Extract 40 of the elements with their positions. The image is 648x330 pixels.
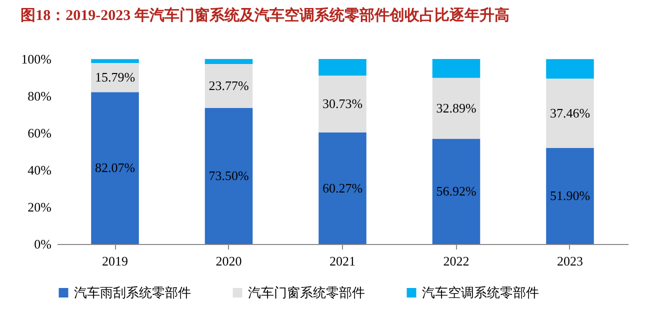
bar [546,148,594,244]
y-tick-label: 0% [34,236,52,252]
bar [546,78,594,148]
chart-title: 图18：2019-2023 年汽车门窗系统及汽车空调系统零部件创收占比逐年升高 [20,6,510,24]
data-label: 60.27% [322,180,363,196]
bar [204,108,253,244]
data-label: 56.92% [436,183,476,198]
bar [318,76,366,132]
bar [432,78,480,139]
y-tick-label: 100% [21,52,52,66]
bar [432,58,480,78]
data-label: 51.90% [550,188,590,203]
data-label: 23.77% [208,78,249,94]
bar [91,92,139,244]
x-tick-label: 2021 [330,254,356,268]
data-label: 15.79% [94,70,136,85]
bar [91,59,139,63]
data-label: 82.07% [94,160,136,176]
data-label: 30.73% [322,96,363,112]
legend-label: 汽车空调系统零部件 [422,284,539,300]
bar [432,138,480,244]
legend-label: 汽车门窗系统零部件 [248,284,365,300]
x-tick-label: 2019 [102,254,128,268]
data-label: 32.89% [436,100,476,116]
y-tick-label: 40% [28,162,52,178]
data-label: 37.46% [550,105,590,120]
legend-label: 汽车雨刮系统零部件 [74,284,191,300]
y-tick-label: 20% [28,200,52,214]
bar [204,64,253,108]
bar [546,59,594,79]
data-label: 73.50% [208,168,249,184]
bar [318,132,366,244]
bar [204,59,253,64]
y-tick-label: 80% [28,88,52,104]
x-tick-label: 2023 [556,254,583,268]
x-tick-label: 2022 [443,254,470,268]
x-tick-label: 2020 [216,254,242,268]
y-tick-label: 60% [28,126,52,140]
bar [318,59,366,76]
bar [91,62,139,92]
